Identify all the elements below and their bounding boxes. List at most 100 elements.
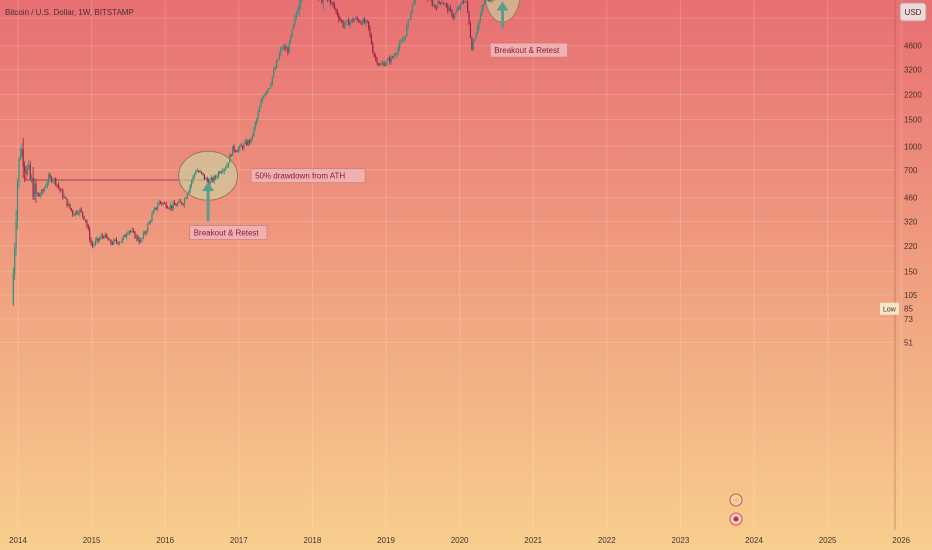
candle-body [168, 208, 170, 209]
candle-body [15, 220, 17, 249]
candle-body [220, 171, 222, 173]
candle-body [476, 27, 479, 34]
candle-body [491, 0, 493, 1]
candle-body [283, 46, 285, 49]
candle-body [93, 244, 95, 246]
candle-body [215, 176, 217, 178]
candle-body [437, 1, 439, 9]
candle-body [270, 83, 272, 88]
candle-body [193, 173, 196, 177]
candle-body [99, 238, 101, 241]
candle-body [250, 137, 252, 143]
candle-body [292, 24, 295, 30]
candle-body [384, 63, 387, 66]
candle-body [336, 11, 339, 16]
candle-body [457, 8, 459, 12]
candle-body [70, 208, 72, 211]
candle-body [96, 238, 98, 241]
candle-body [455, 11, 457, 14]
candle-body [22, 149, 24, 167]
candle-body [116, 239, 118, 243]
candle-body [233, 146, 235, 151]
candle-body [298, 4, 300, 12]
candle-body [210, 177, 213, 180]
candle-body [246, 141, 248, 146]
candle-body [104, 234, 106, 238]
candle-body [373, 52, 375, 57]
retest-arrows [202, 1, 509, 222]
candle-body [217, 172, 220, 177]
candle-body [191, 181, 193, 186]
candle-body [169, 205, 171, 209]
candle-body [394, 54, 397, 56]
candle-body [342, 21, 344, 27]
price-candles [12, 0, 495, 307]
candle-body [363, 19, 365, 23]
candle-body [472, 41, 474, 51]
candle-body [48, 175, 50, 183]
candle-body [79, 209, 81, 214]
candle-body [152, 210, 155, 215]
candle-body [232, 146, 234, 156]
candle-body [390, 56, 392, 63]
candle-body [284, 46, 286, 50]
annotation-label-box [250, 168, 366, 184]
candle-body [53, 178, 55, 181]
candle-body [49, 175, 51, 177]
candle-body [123, 235, 125, 239]
candle-body [174, 202, 176, 205]
candle-body [341, 20, 343, 22]
candle-body [431, 0, 433, 6]
candle-body [335, 8, 337, 12]
candle-body [165, 203, 167, 208]
candle-body [179, 201, 181, 203]
candle-body [134, 231, 136, 239]
candle-body [387, 58, 389, 61]
candle-body [346, 20, 348, 22]
candle-body [120, 241, 122, 243]
candle-body [447, 5, 449, 12]
candle-body [264, 93, 266, 96]
candle-body [209, 179, 211, 185]
candle-body [366, 20, 368, 22]
candle-body [175, 204, 177, 206]
candle-body [65, 197, 67, 199]
low-badge [880, 302, 899, 315]
candle-body [345, 21, 347, 25]
candle-body [38, 193, 40, 197]
time-tick-label: 2019 [377, 536, 395, 545]
flash-event-icon[interactable] [729, 493, 743, 507]
candle-body [281, 48, 283, 50]
candle-body [84, 219, 87, 221]
candle-body [66, 198, 68, 206]
candle-body [67, 203, 70, 206]
candle-body [76, 211, 78, 214]
candle-body [145, 231, 147, 234]
candle-body [370, 34, 372, 44]
candle-body [441, 2, 443, 4]
candle-body [380, 63, 382, 65]
time-tick-label: 2014 [9, 536, 27, 545]
candle-body [263, 95, 265, 99]
candle-body [397, 48, 399, 54]
price-tick-label: 320 [904, 217, 918, 226]
candle-body [280, 48, 282, 54]
candle-body [383, 63, 385, 66]
candle-body [206, 177, 208, 182]
candle-body [69, 203, 71, 209]
candle-body [288, 41, 290, 53]
price-tick-label: 4600 [904, 42, 922, 51]
candle-body [382, 63, 384, 64]
candle-body [60, 190, 63, 192]
retest-arrow-head [496, 1, 509, 11]
candle-body [413, 2, 415, 5]
candle-body [484, 1, 486, 5]
candle-body [257, 112, 259, 119]
candle-body [254, 122, 256, 128]
price-axis: 51 73 105 150 220 320 460 700 1000 1500 2200 3200 46… [880, 0, 927, 530]
candle-body [438, 1, 440, 3]
candle-body [379, 64, 381, 66]
candle-body [135, 235, 138, 239]
currency-badge[interactable] [899, 2, 927, 22]
